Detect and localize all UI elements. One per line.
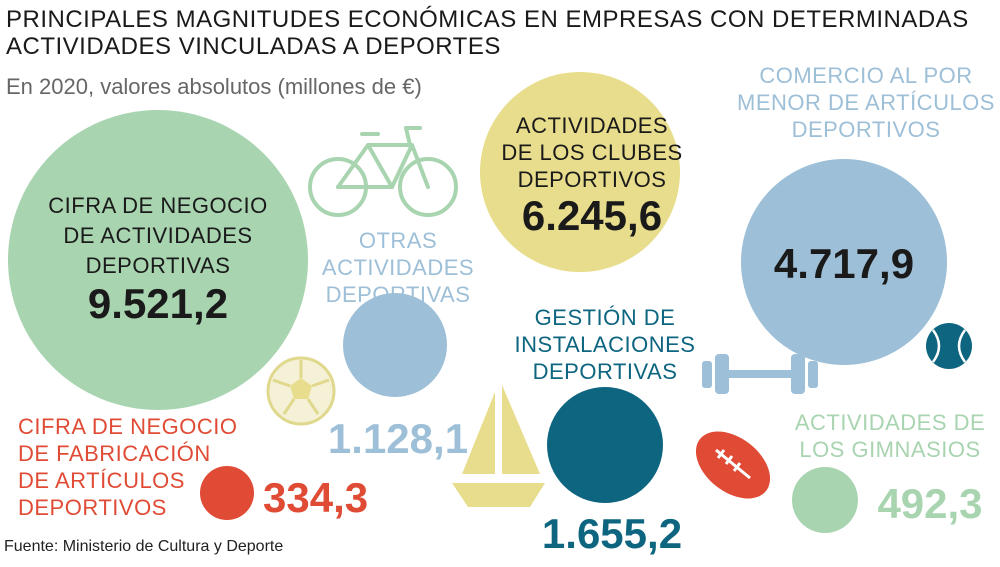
chart-title: PRINCIPALES MAGNITUDES ECONÓMICAS EN EMP…: [6, 6, 996, 60]
bicycle-icon: [308, 126, 458, 217]
chart-subtitle: En 2020, valores absolutos (millones de …: [6, 74, 422, 99]
bubble-value: 492,3: [877, 480, 982, 527]
bubble-item: CIFRA DE NEGOCIO DE ACTIVIDADES DEPORTIVAS…: [8, 110, 308, 410]
bubble-label-line: ACTIVIDADES DE: [795, 410, 985, 435]
sailboat-icon: [452, 385, 545, 507]
bubble-label-line: DEPORTIVAS: [326, 282, 471, 307]
bubble-label-line: DEPORTIVOS: [518, 167, 667, 192]
bubble: [8, 110, 308, 410]
bubble-label-line: DE ARTÍCULOS: [18, 468, 185, 493]
bubble: [547, 387, 663, 503]
bubble: [343, 293, 447, 397]
bubble-label-line: OTRAS: [359, 228, 437, 253]
bubble-label-line: DEPORTIVOS: [18, 495, 167, 520]
bubble-label-line: DE FABRICACIÓN: [18, 441, 211, 466]
bubble-value: 1.655,2: [542, 510, 682, 557]
bubble: [200, 466, 254, 520]
title-line-2: ACTIVIDADES VINCULADAS A DEPORTES: [6, 33, 501, 60]
bubble-label-line: ACTIVIDADES: [322, 255, 474, 280]
bubble: [741, 159, 947, 365]
rugby-ball-icon: [695, 431, 771, 499]
bubble-value: 4.717,9: [774, 240, 914, 287]
bubble: [480, 72, 680, 272]
baseball-icon: [926, 323, 972, 369]
bubble-label-line: CIFRA DE NEGOCIO: [18, 414, 237, 439]
bubble-value: 1.128,1: [328, 415, 468, 462]
bubble-value: 9.521,2: [88, 280, 228, 327]
bubble-label-line: DE ACTIVIDADES: [63, 223, 252, 248]
bubble-label-line: GESTIÓN DE: [535, 305, 676, 330]
title-line-1: PRINCIPALES MAGNITUDES ECONÓMICAS EN EMP…: [6, 6, 969, 33]
bubble-label-line: LOS GIMNASIOS: [799, 437, 980, 462]
bubble-label-line: DEPORTIVOS: [792, 117, 941, 142]
dumbbell-icon: [702, 354, 818, 394]
bubble-label-line: COMERCIO AL POR: [759, 63, 972, 88]
bubble-label-line: INSTALACIONES: [515, 332, 696, 357]
bubble-value: 334,3: [263, 474, 368, 521]
bubble: [792, 467, 858, 533]
bubble-label-line: DE LOS CLUBES: [501, 140, 682, 165]
soccer-ball-icon: [266, 356, 336, 426]
bubble-label-line: DEPORTIVAS: [86, 253, 231, 278]
bubble-label-line: MENOR DE ARTÍCULOS: [737, 90, 995, 115]
bubble-value: 6.245,6: [522, 192, 662, 239]
bubble-label-line: DEPORTIVAS: [533, 359, 678, 384]
source-note: Fuente: Ministerio de Cultura y Deporte: [4, 538, 284, 555]
bubble-label-line: ACTIVIDADES: [516, 113, 668, 138]
bubble-label-line: CIFRA DE NEGOCIO: [48, 193, 267, 218]
